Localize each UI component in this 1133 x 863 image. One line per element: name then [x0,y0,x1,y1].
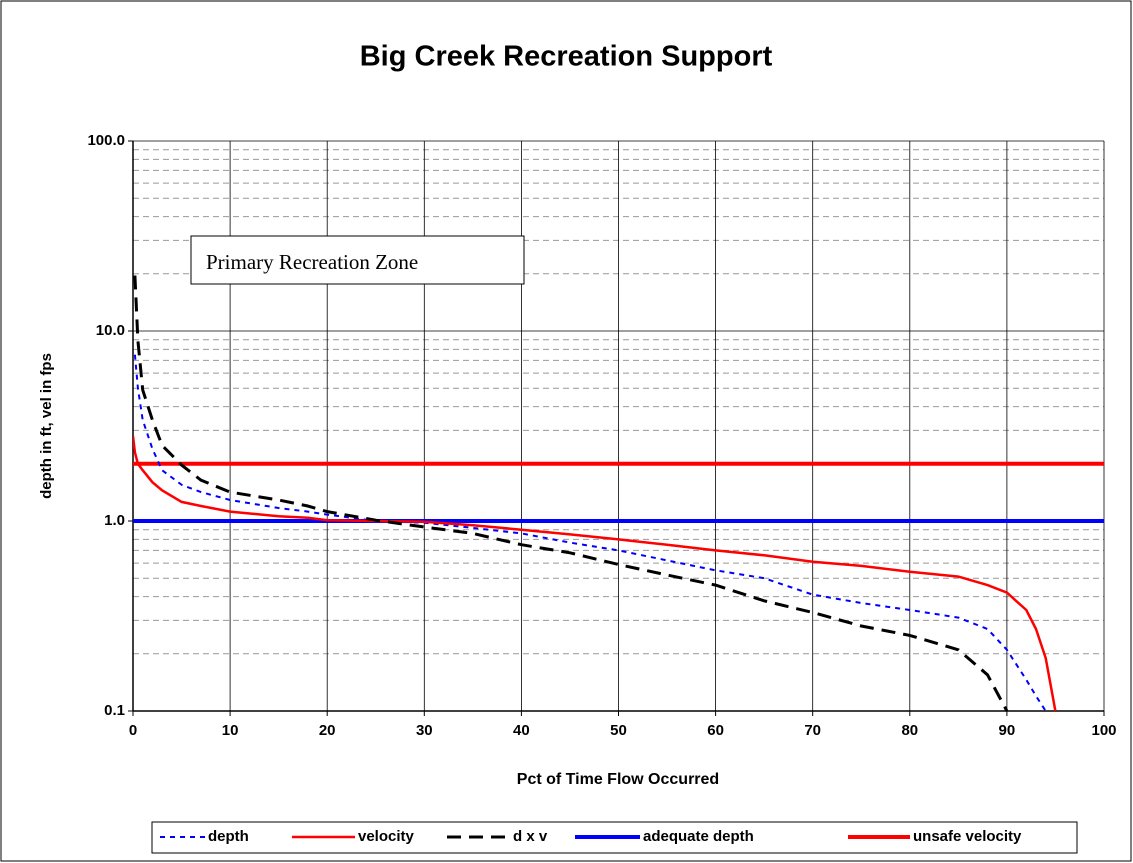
x-tick-label: 100 [1091,722,1116,739]
y-tick-label: 0.1 [104,702,125,719]
x-tick-label: 90 [999,722,1016,739]
y-tick-label: 100.0 [87,132,125,149]
x-tick-label: 80 [901,722,918,739]
annotation-box [190,235,525,285]
x-axis-label: Pct of Time Flow Occurred [517,771,719,788]
x-tick-label: 10 [222,722,239,739]
x-tick-label: 0 [129,722,137,739]
x-tick-label: 20 [319,722,336,739]
y-axis-label: depth in ft, vel in fps [38,353,55,499]
legend-label: adequate depth [643,828,754,845]
x-tick-label: 50 [610,722,627,739]
series-line [133,435,1057,712]
y-tick-label: 10.0 [96,322,125,339]
chart-title: Big Creek Recreation Support [360,41,773,73]
x-tick-label: 30 [416,722,433,739]
legend-label: velocity [358,828,415,845]
x-tick-label: 60 [707,722,724,739]
legend-label: unsafe velocity [913,828,1022,845]
series-line [133,275,1009,712]
legend-label: d x v [513,828,548,845]
y-tick-label: 1.0 [104,512,125,529]
x-tick-label: 40 [513,722,530,739]
x-tick-label: 70 [804,722,821,739]
legend-label: depth [208,828,249,845]
annotation: Primary Recreation Zone [206,250,418,274]
series-line [133,354,1047,712]
